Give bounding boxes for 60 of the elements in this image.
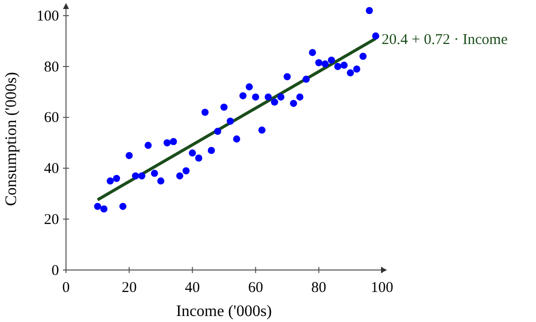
series-label: 20.4 + 0.72 · Income (382, 32, 508, 48)
y-tick-label: 60 (44, 110, 59, 126)
point (233, 135, 240, 143)
point (182, 167, 190, 174)
point (164, 139, 171, 146)
point (346, 69, 354, 76)
x-tick-label: 40 (184, 280, 200, 296)
point (258, 126, 266, 134)
point (226, 118, 234, 125)
point (270, 98, 278, 106)
point (290, 100, 298, 107)
point (208, 146, 215, 154)
point (334, 62, 342, 70)
point (100, 205, 108, 213)
y-tick-label: 100 (36, 8, 59, 24)
y-axis-title: Consumption ('000s) (3, 72, 20, 206)
point (340, 62, 348, 69)
point (353, 65, 360, 73)
point (302, 76, 310, 83)
point (112, 174, 120, 182)
point (119, 202, 126, 210)
point (132, 172, 140, 180)
y-tick-label: 40 (44, 161, 59, 178)
point (214, 128, 222, 135)
point (126, 152, 133, 160)
point (246, 83, 253, 90)
point (315, 59, 322, 66)
point (144, 142, 152, 149)
point (94, 202, 102, 210)
x-tick-label: 0 (62, 280, 70, 296)
point (328, 56, 336, 64)
point (220, 104, 228, 111)
point (366, 6, 373, 14)
x-tick-label: 20 (122, 280, 137, 296)
point (277, 93, 284, 101)
point (372, 32, 380, 40)
x-tick-label: 80 (311, 280, 326, 296)
point (176, 172, 184, 180)
point (296, 93, 304, 101)
point (252, 93, 260, 101)
y-tick-label: 0 (52, 262, 59, 279)
x-tick-label: 60 (248, 280, 264, 296)
point (138, 172, 146, 180)
y-tick-label: 20 (44, 212, 59, 228)
point (322, 60, 329, 68)
y-tick-label: 80 (44, 59, 59, 76)
point (264, 93, 272, 101)
point (195, 154, 202, 162)
point (150, 170, 158, 177)
point (188, 149, 196, 157)
point (170, 138, 178, 146)
x-axis-title: Income ('000s) (176, 303, 272, 320)
point (157, 177, 164, 185)
point (201, 108, 209, 116)
point (239, 92, 247, 100)
point (308, 48, 316, 56)
point (359, 52, 367, 60)
point (284, 73, 291, 80)
point (106, 177, 114, 185)
x-tick-label: 100 (370, 280, 394, 296)
